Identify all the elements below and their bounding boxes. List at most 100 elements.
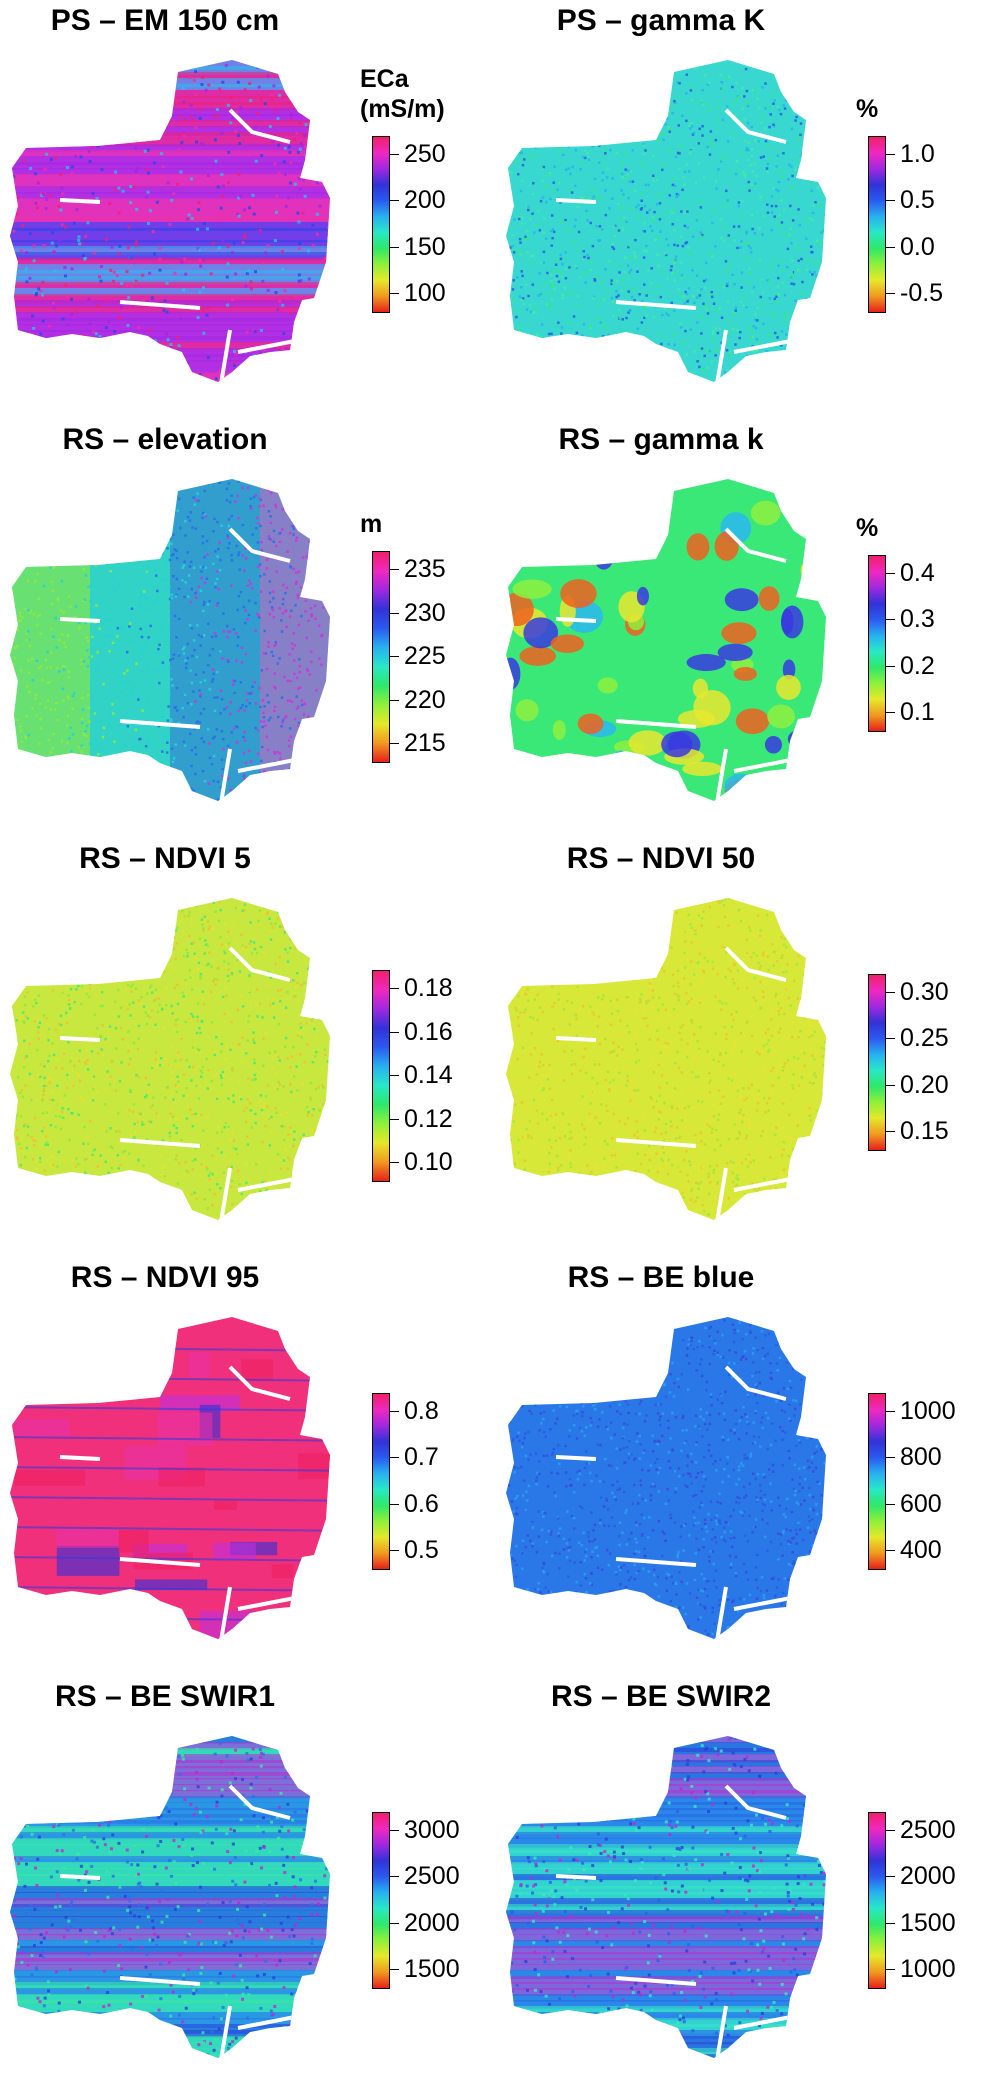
- colorbar-tick-label: 235: [404, 555, 446, 583]
- field-map: [506, 479, 826, 801]
- panel-title: PS – gamma K: [556, 4, 766, 37]
- colorbar-tick: [389, 1550, 399, 1551]
- colorbar-tick: [885, 200, 895, 202]
- legend-unit: m: [360, 510, 383, 538]
- colorbar-tick-label: 0.1: [900, 698, 935, 726]
- colorbar-tick: [389, 1162, 399, 1163]
- colorbar-tick-label: -0.5: [900, 279, 944, 307]
- colorbar-tick-label: 0.8: [404, 1397, 439, 1425]
- panel-title: RS – gamma k: [558, 423, 764, 456]
- colorbar: [868, 974, 886, 1151]
- colorbar-tick-label: 2500: [900, 1816, 956, 1844]
- colorbar-tick-label: 0.30: [900, 978, 949, 1006]
- colorbar-tick: [389, 154, 399, 155]
- colorbar-tick: [885, 665, 895, 667]
- colorbar-tick: [389, 1118, 399, 1120]
- colorbar-tick-label: 215: [404, 729, 446, 757]
- panel-title: RS – elevation: [62, 423, 268, 456]
- colorbar-tick: [389, 1411, 399, 1412]
- legend-unit: %: [856, 514, 879, 542]
- field-map: [10, 1736, 330, 2058]
- map-panel: RS – BE SWIR1 3000 2500 2000 1500: [0, 1676, 496, 2095]
- panel-title: RS – BE blue: [567, 1261, 755, 1294]
- map-panel: RS – NDVI 95 0.8 0.7 0.6 0.5: [0, 1257, 496, 1676]
- map-panel: RS – elevation m 235 230 225 220 215: [0, 419, 496, 838]
- colorbar-tick-label: 0.18: [404, 974, 453, 1002]
- colorbar: [868, 1393, 886, 1570]
- colorbar-tick-label: 2500: [404, 1862, 460, 1891]
- colorbar-tick-label: 1500: [404, 1955, 460, 1983]
- legend-unit: ECa (mS/m): [360, 65, 445, 123]
- colorbar-tick-label: 400: [900, 1536, 942, 1564]
- colorbar-tick: [885, 154, 895, 155]
- colorbar-tick: [885, 1457, 895, 1459]
- colorbar-tick: [885, 1876, 895, 1878]
- field-map: [506, 898, 826, 1220]
- field-map: [10, 60, 330, 382]
- colorbar-tick: [885, 619, 895, 621]
- field-map: [506, 1317, 826, 1639]
- colorbar: [868, 136, 886, 313]
- colorbar-tick: [885, 992, 895, 993]
- colorbar: [868, 1812, 886, 1989]
- map-panel: PS – EM 150 cm ECa (mS/m) 250 200 150 100: [0, 0, 496, 419]
- colorbar-tick-label: 2000: [404, 1908, 460, 1937]
- colorbar-tick: [389, 293, 399, 294]
- colorbar-tick: [389, 612, 399, 614]
- colorbar: [372, 136, 390, 313]
- colorbar: [372, 551, 390, 763]
- colorbar: [372, 1393, 390, 1570]
- colorbar-tick-label: 0.10: [404, 1148, 453, 1176]
- colorbar-tick-label: 1000: [900, 1955, 956, 1983]
- colorbar-tick-label: 200: [404, 186, 446, 215]
- colorbar-tick: [389, 743, 399, 744]
- colorbar-tick-label: 0.7: [404, 1443, 439, 1472]
- colorbar-tick: [389, 1457, 399, 1459]
- map-panel: RS – NDVI 50 0.30 0.25 0.20 0.15: [496, 838, 992, 1257]
- field-map: [10, 898, 330, 1220]
- colorbar-tick-label: 0.5: [404, 1536, 439, 1564]
- colorbar-tick-label: 0.5: [900, 186, 935, 215]
- panel-title: RS – BE SWIR2: [550, 1680, 772, 1713]
- panel-title: RS – BE SWIR1: [54, 1680, 276, 1713]
- colorbar-tick-label: 0.6: [404, 1489, 439, 1518]
- colorbar-tick: [389, 699, 399, 701]
- colorbar-tick: [389, 1969, 399, 1970]
- colorbar-tick-label: 1500: [900, 1908, 956, 1937]
- colorbar-tick: [389, 200, 399, 202]
- colorbar-tick-label: 0.20: [900, 1070, 949, 1099]
- colorbar-tick-label: 0.25: [900, 1024, 949, 1053]
- colorbar-tick: [885, 1411, 895, 1412]
- colorbar-tick-label: 225: [404, 642, 446, 670]
- map-panel: RS – BE blue 1000 800 600 400: [496, 1257, 992, 1676]
- field-map: [10, 479, 330, 801]
- colorbar: [372, 970, 390, 1182]
- colorbar-tick: [389, 1876, 399, 1878]
- colorbar-tick: [389, 656, 399, 657]
- colorbar-tick: [389, 1830, 399, 1831]
- colorbar-tick: [885, 1503, 895, 1505]
- colorbar-tick: [885, 573, 895, 574]
- colorbar-tick: [885, 1550, 895, 1551]
- colorbar-tick: [389, 1922, 399, 1924]
- colorbar-tick-label: 800: [900, 1443, 942, 1472]
- colorbar-tick-label: 2000: [900, 1862, 956, 1891]
- colorbar-tick: [885, 1084, 895, 1086]
- colorbar-tick-label: 600: [900, 1489, 942, 1518]
- colorbar-tick: [389, 1075, 399, 1076]
- colorbar-tick: [389, 988, 399, 989]
- colorbar-tick-label: 0.4: [900, 559, 935, 587]
- field-map: [506, 60, 826, 382]
- colorbar-tick-label: 0.16: [404, 1017, 453, 1046]
- colorbar-tick-label: 1.0: [900, 140, 935, 168]
- map-panel: RS – BE SWIR2 2500 2000 1500 1000: [496, 1676, 992, 2095]
- colorbar-tick: [885, 1131, 895, 1132]
- colorbar-tick-label: 1000: [900, 1397, 956, 1425]
- colorbar-tick-label: 0.0: [900, 232, 935, 261]
- colorbar-tick-label: 150: [404, 232, 446, 261]
- colorbar-tick: [885, 712, 895, 713]
- colorbar-tick-label: 0.14: [404, 1061, 453, 1089]
- colorbar-tick-label: 250: [404, 140, 446, 168]
- colorbar-tick: [389, 1503, 399, 1505]
